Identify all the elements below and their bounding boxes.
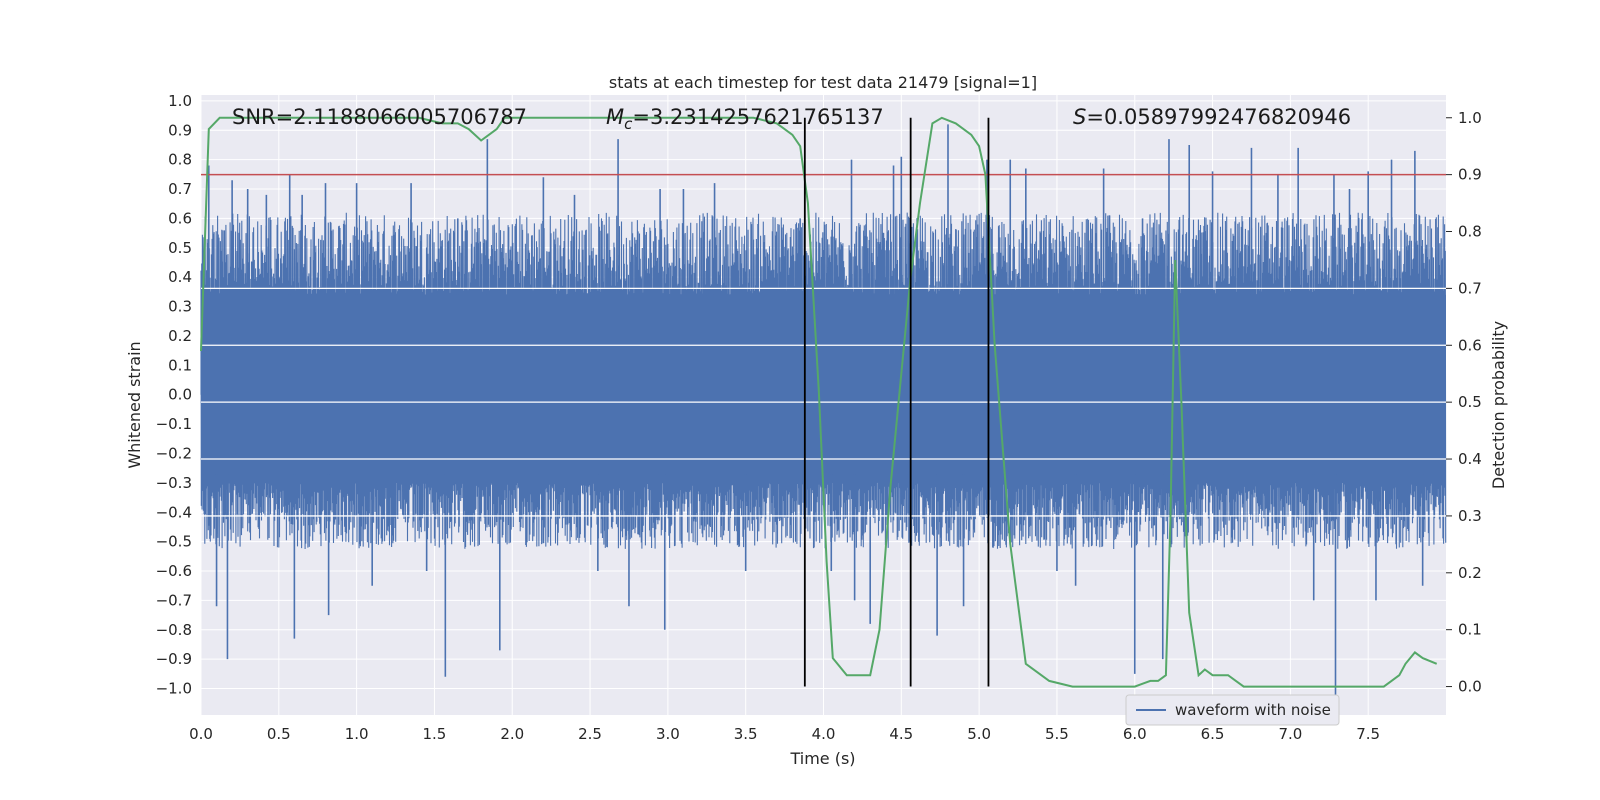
y-right-tick-label: 0.6 — [1458, 336, 1482, 354]
y-left-tick-label: 0.5 — [168, 239, 192, 257]
x-tick-label: 5.0 — [967, 725, 991, 743]
x-tick-label: 2.5 — [578, 725, 602, 743]
x-tick-label: 6.5 — [1201, 725, 1225, 743]
x-tick-label: 3.0 — [656, 725, 680, 743]
y-left-tick-label: 0.7 — [168, 180, 192, 198]
y-right-tick-label: 0.0 — [1458, 678, 1482, 696]
x-tick-label: 3.5 — [734, 725, 758, 743]
y-right-tick-label: 0.4 — [1458, 450, 1482, 468]
y-left-tick-label: 0.1 — [168, 356, 192, 374]
y-left-tick-label: −0.4 — [156, 503, 192, 521]
probability-series — [200, 116, 1438, 688]
x-tick-label: 2.0 — [500, 725, 524, 743]
mc-subscript: c — [624, 115, 633, 133]
x-tick-label: 7.5 — [1356, 725, 1380, 743]
y-left-tick-label: −0.8 — [156, 621, 192, 639]
y-left-tick-label: 0.3 — [168, 298, 192, 316]
y-left-axis-title: Whitened strain — [125, 341, 144, 468]
y-right-tick-label: 0.8 — [1458, 223, 1482, 241]
x-tick-label: 5.5 — [1045, 725, 1069, 743]
y-left-tick-label: 1.0 — [168, 92, 192, 110]
x-tick-label: 1.0 — [345, 725, 369, 743]
y-left-tick-label: −0.5 — [156, 533, 192, 551]
x-tick-label: 7.0 — [1278, 725, 1302, 743]
legend: waveform with noise — [1125, 694, 1340, 726]
x-tick-label: 4.0 — [812, 725, 836, 743]
y-right-tick-label: 0.5 — [1458, 393, 1482, 411]
y-left-tick-label: −0.2 — [156, 444, 192, 462]
probability-line — [200, 116, 1438, 688]
mc-symbol: M — [606, 105, 624, 129]
y-right-axis-title: Detection probability — [1489, 321, 1508, 489]
y-left-tick-label: 0.8 — [168, 151, 192, 169]
y-left-tick-label: −0.1 — [156, 415, 192, 433]
mc-annotation: Mc=3.2314257621765137 — [606, 105, 884, 133]
snr-annotation: SNR=2.1188066005706787 — [232, 105, 527, 129]
y-left-ticks: 1.0 0.9 0.8 0.7 0.6 0.5 0.4 0.3 0.2 0.1 0.0 −0.1 −0.… — [156, 92, 192, 698]
y-right-tick-label: 0.1 — [1458, 621, 1482, 639]
y-left-tick-label: 0.0 — [168, 386, 192, 404]
legend-label: waveform with noise — [1175, 701, 1331, 719]
x-ticks: 0.0 0.5 1.0 1.5 2.0 2.5 3.0 3.5 4.0 4.5 5.0 5.5 6.0 6… — [189, 725, 1380, 743]
mc-value: =3.2314257621765137 — [632, 105, 883, 129]
y-right-tick-label: 0.9 — [1458, 166, 1482, 184]
y-right-tick-label: 0.3 — [1458, 507, 1482, 525]
x-tick-label: 0.5 — [267, 725, 291, 743]
legend-box — [1125, 694, 1340, 726]
x-tick-label: 4.5 — [889, 725, 913, 743]
y-left-tick-label: 0.6 — [168, 209, 192, 227]
y-left-tick-label: −0.6 — [156, 562, 192, 580]
y-left-tick-label: −0.9 — [156, 650, 192, 668]
white-bands — [201, 287, 1446, 517]
y-left-tick-label: −0.7 — [156, 591, 192, 609]
y-right-ticks: 0.0 0.1 0.2 0.3 0.4 0.5 0.6 0.7 0.8 0.9 1.0 — [1446, 109, 1482, 696]
x-tick-label: 0.0 — [189, 725, 213, 743]
y-left-tick-label: −1.0 — [156, 680, 192, 698]
s-value: =0.05897992476820946 — [1086, 105, 1351, 129]
s-annotation: S=0.05897992476820946 — [1073, 105, 1351, 129]
waveform-core — [201, 294, 1446, 475]
y-right-tick-label: 1.0 — [1458, 109, 1482, 127]
waveform-series — [200, 124, 1447, 701]
s-symbol: S — [1073, 105, 1086, 129]
y-left-tick-label: −0.3 — [156, 474, 192, 492]
y-right-tick-label: 0.7 — [1458, 279, 1482, 297]
x-axis-title: Time (s) — [789, 749, 855, 768]
x-tick-label: 6.0 — [1123, 725, 1147, 743]
vertical-lines — [803, 117, 990, 687]
y-right-tick-label: 0.2 — [1458, 564, 1482, 582]
x-tick-label: 1.5 — [423, 725, 447, 743]
y-left-tick-label: 0.4 — [168, 268, 192, 286]
y-left-tick-label: 0.2 — [168, 327, 192, 345]
y-left-tick-label: 0.9 — [168, 121, 192, 139]
chart-title: stats at each timestep for test data 214… — [609, 73, 1037, 92]
